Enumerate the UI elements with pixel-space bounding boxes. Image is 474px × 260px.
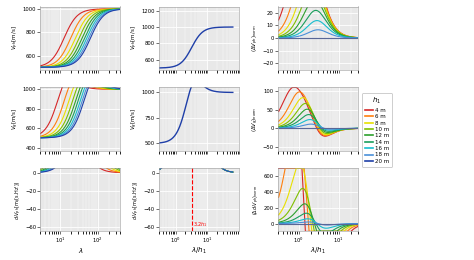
Y-axis label: $(\Delta V_g)_{norm}$: $(\Delta V_g)_{norm}$ [251, 106, 261, 132]
Legend: 4 m, 6 m, 8 m, 10 m, 12 m, 14 m, 16 m, 18 m, 20 m: 4 m, 6 m, 8 m, 10 m, 12 m, 14 m, 16 m, 1… [362, 93, 392, 167]
Y-axis label: $V_{ph}$[m/s]: $V_{ph}$[m/s] [130, 26, 140, 50]
Y-axis label: $(\Delta d_rV_{ph})_{norm}$: $(\Delta d_rV_{ph})_{norm}$ [252, 185, 262, 215]
Y-axis label: $(\Delta V_{ph})_{norm}$: $(\Delta V_{ph})_{norm}$ [251, 24, 261, 52]
X-axis label: $\lambda/h_1$: $\lambda/h_1$ [191, 246, 207, 256]
Y-axis label: $V_{ph}$[m/s]: $V_{ph}$[m/s] [11, 26, 21, 50]
X-axis label: $\lambda/h_1$: $\lambda/h_1$ [310, 246, 326, 256]
Y-axis label: $d_rV_{ph}$[m/(s.Hz')]: $d_rV_{ph}$[m/(s.Hz')] [132, 180, 142, 219]
Y-axis label: $V_g$[m/s]: $V_g$[m/s] [11, 108, 21, 130]
Text: $3.2h_1$: $3.2h_1$ [193, 220, 207, 229]
Y-axis label: $V_g$[m/s]: $V_g$[m/s] [130, 108, 140, 130]
X-axis label: $\lambda$: $\lambda$ [78, 246, 83, 255]
Y-axis label: $d_rV_{ph}$[m/(s.Hz')]: $d_rV_{ph}$[m/(s.Hz')] [13, 180, 24, 219]
